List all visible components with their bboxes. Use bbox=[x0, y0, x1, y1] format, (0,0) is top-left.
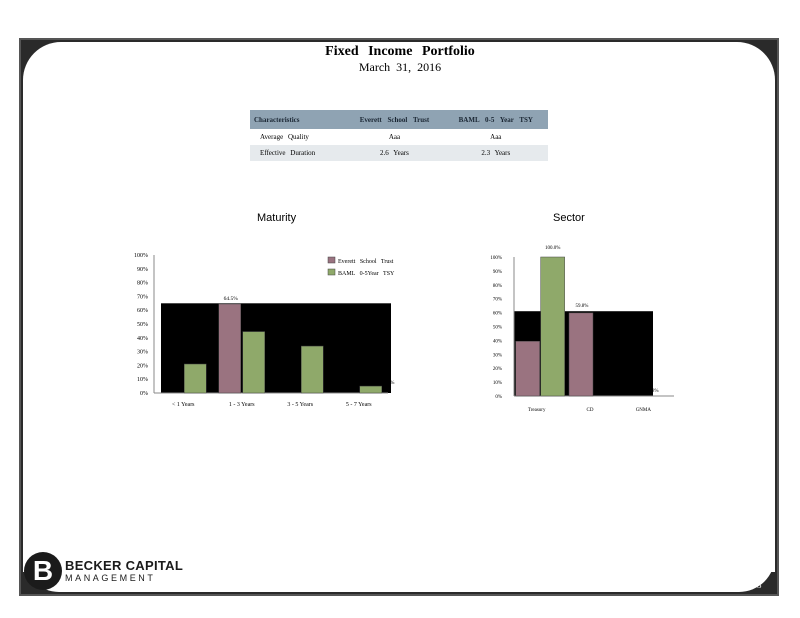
y-tick-label: 60% bbox=[493, 312, 502, 317]
y-tick-label: 0% bbox=[140, 391, 148, 397]
logo-b-icon: B bbox=[24, 552, 62, 590]
data-label: 100.0% bbox=[545, 246, 560, 251]
y-tick-label: 20% bbox=[137, 363, 148, 369]
table-row: Effective Duration 2.6 Years 2.3 Years bbox=[250, 145, 548, 161]
y-tick-label: 30% bbox=[493, 353, 502, 358]
table-cell: Aaa bbox=[490, 133, 502, 141]
characteristics-table: Characteristics Everett School Trust BAM… bbox=[250, 110, 548, 161]
y-tick-label: 80% bbox=[137, 281, 148, 287]
x-tick-label: < 1 Years bbox=[172, 402, 195, 408]
y-tick-label: 10% bbox=[493, 381, 502, 386]
y-tick-label: 100% bbox=[134, 253, 148, 259]
legend-label-baml: BAML 0-5Year TSY bbox=[338, 271, 395, 277]
table-cell: 2.6 Years bbox=[345, 145, 444, 161]
legend-swatch-baml bbox=[327, 268, 336, 276]
y-tick-label: 70% bbox=[137, 294, 148, 300]
table-cell: 2.3 Years bbox=[443, 145, 548, 161]
maturity-chart: 0% 10% 20% 30% 40% 50% 60% 70% 80% 90% 100% < 1 Yea… bbox=[134, 253, 395, 408]
x-tick-label: GNMA bbox=[636, 408, 652, 413]
y-tick-label: 30% bbox=[137, 350, 148, 356]
y-tick-label: 90% bbox=[137, 267, 148, 273]
y-tick-label: 50% bbox=[493, 326, 502, 331]
bar-everett bbox=[568, 312, 594, 397]
bar-baml bbox=[359, 385, 382, 394]
y-tick-label: 20% bbox=[493, 367, 502, 372]
table-header-row: Characteristics Everett School Trust BAM… bbox=[250, 110, 548, 129]
maturity-chart-title: Maturity bbox=[257, 212, 297, 224]
x-tick-label: CD bbox=[587, 408, 594, 413]
table-row: Average Quality Aaa Aaa bbox=[250, 129, 548, 145]
data-label: 59.8% bbox=[576, 304, 589, 309]
y-tick-label: 40% bbox=[493, 339, 502, 344]
x-tick-label: 5 - 7 Years bbox=[346, 402, 372, 408]
logo-line-1: BECKER CAPITAL bbox=[65, 558, 184, 573]
bar-baml bbox=[301, 345, 324, 394]
y-tick-label: 100% bbox=[490, 256, 502, 261]
page-subtitle: March 31, 2016 bbox=[358, 60, 442, 74]
y-tick-label: 90% bbox=[493, 270, 502, 275]
company-logo: B BECKER CAPITAL MANAGEMENT bbox=[24, 552, 184, 594]
data-label: 0.0% bbox=[383, 380, 395, 386]
slide-footer-curve bbox=[23, 552, 775, 592]
y-tick-label: 60% bbox=[137, 308, 148, 314]
legend-swatch-everett bbox=[327, 256, 336, 264]
page-title: Fixed Income Portfolio bbox=[325, 44, 475, 59]
y-tick-label: 80% bbox=[493, 284, 502, 289]
column-header: BAML 0-5 Year TSY bbox=[443, 110, 548, 129]
x-tick-label: Treasury bbox=[528, 408, 546, 413]
bar-baml bbox=[540, 256, 565, 397]
table-cell: Average Quality bbox=[260, 133, 309, 141]
sector-chart: 0% 10% 20% 30% 40% 50% 60% 70% 80% 90% 100% Treasur… bbox=[490, 246, 674, 413]
y-tick-label: 70% bbox=[493, 298, 502, 303]
logo-line-2: MANAGEMENT bbox=[65, 573, 156, 583]
data-label: 64.5% bbox=[224, 296, 239, 302]
page-number: 3 bbox=[757, 580, 762, 590]
data-label: 0.8% bbox=[648, 389, 658, 394]
column-header: Everett School Trust bbox=[345, 110, 444, 129]
table-cell: Effective Duration bbox=[250, 145, 346, 161]
x-tick-label: 1 - 3 Years bbox=[229, 402, 255, 408]
table-cell: Aaa bbox=[388, 133, 401, 141]
bar-baml bbox=[184, 363, 207, 394]
bar-everett bbox=[515, 340, 540, 397]
sector-chart-title: Sector bbox=[553, 212, 585, 224]
column-header: Characteristics bbox=[250, 110, 346, 129]
bar-everett bbox=[218, 303, 241, 394]
y-tick-label: 40% bbox=[137, 336, 148, 342]
x-tick-label: 3 - 5 Years bbox=[287, 402, 313, 408]
bar-baml bbox=[242, 331, 265, 394]
y-tick-label: 0% bbox=[495, 395, 502, 400]
y-tick-label: 10% bbox=[137, 377, 148, 383]
legend-label-everett: Everett School Trust bbox=[338, 259, 394, 265]
y-tick-label: 50% bbox=[137, 322, 148, 328]
